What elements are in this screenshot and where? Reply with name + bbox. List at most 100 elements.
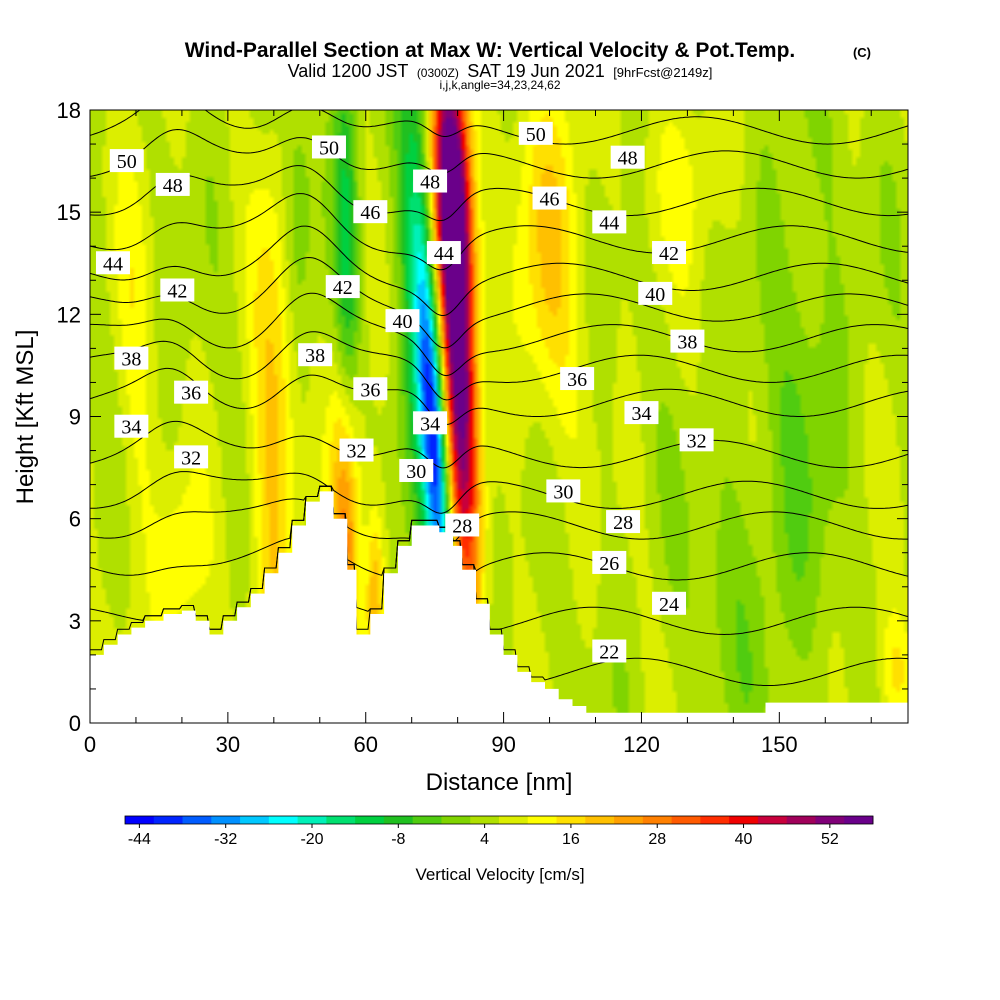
contour-label-text: 36	[360, 379, 380, 401]
contour-label-text: 38	[305, 345, 325, 367]
contour-label: 30	[546, 479, 581, 503]
contour-label-text: 44	[103, 253, 123, 275]
colorbar-swatch	[383, 816, 414, 824]
contour-label-text: 44	[599, 212, 619, 234]
contour-label-text: 48	[618, 148, 638, 170]
y-tick-label: 6	[69, 507, 81, 532]
colorbar-tick-label: 4	[480, 831, 489, 848]
contour-label-box	[532, 186, 567, 210]
contour-label-box	[610, 145, 645, 169]
y-axis-title: Height [Kft MSL]	[12, 330, 39, 505]
x-axis-title: Distance [nm]	[426, 769, 573, 796]
contour-label-box	[638, 281, 673, 305]
theta-contour-30	[90, 471, 908, 514]
contour-label: 28	[606, 510, 641, 534]
contour-label: 32	[339, 438, 374, 463]
contour-label-box	[413, 169, 448, 193]
colorbar-swatch	[297, 816, 327, 824]
contour-label-text: 28	[613, 512, 633, 534]
vertical-velocity-heatmap	[90, 110, 908, 723]
theta-contour-28	[90, 485, 908, 542]
colorbar-swatch	[153, 816, 183, 824]
colorbar-tick-label: -8	[391, 831, 405, 848]
y-tick-label: 9	[69, 405, 81, 430]
contour-label: 42	[652, 241, 687, 265]
theta-contour-38	[90, 292, 908, 377]
colorbar-tick-label: -44	[128, 831, 151, 848]
colorbar-tick-label: -32	[214, 831, 237, 848]
contour-label-text: 34	[631, 403, 651, 425]
theta-contour-26	[90, 485, 908, 581]
colorbar-swatch	[470, 816, 500, 824]
colorbar-tick-label: 28	[648, 831, 666, 848]
contour-label: 34	[624, 401, 659, 425]
contour-label-text: 38	[121, 349, 141, 371]
contour-label-text: 46	[540, 189, 560, 211]
contour-label-text: 40	[392, 311, 412, 333]
colorbar-swatch	[614, 816, 644, 824]
colorbar-swatch	[556, 816, 586, 824]
contour-label-box	[445, 513, 480, 537]
theta-contour-42	[90, 225, 908, 316]
contour-label-box	[311, 135, 346, 159]
contour-label-text: 46	[360, 202, 380, 224]
potential-temperature-contours	[90, 110, 908, 686]
colorbar-swatch	[786, 816, 816, 824]
colorbar-swatch	[499, 816, 529, 824]
forecast-info: [9hrFcst@2149z]	[613, 65, 712, 80]
contour-label: 26	[592, 550, 627, 575]
contour-label: 30	[399, 458, 434, 483]
contour-label-box	[353, 377, 388, 401]
contour-label: 44	[592, 210, 627, 234]
contour-label-box	[652, 591, 687, 615]
theta-contour-36	[90, 331, 908, 401]
contour-label: 34	[114, 414, 149, 439]
contour-label: 24	[652, 591, 687, 616]
contour-label: 36	[560, 367, 595, 391]
valid-date: SAT 19 Jun 2021	[467, 61, 604, 81]
contour-label-box	[413, 411, 448, 435]
contour-label: 46	[532, 186, 567, 211]
contour-label-text: 32	[347, 441, 367, 463]
x-tick-label: 30	[216, 732, 240, 757]
colorbar-swatch	[268, 816, 299, 824]
colorbar-swatch	[355, 816, 385, 824]
contour-label-text: 36	[567, 369, 587, 391]
colorbar-swatch	[211, 816, 241, 824]
contour-label-box	[114, 414, 149, 438]
contour-label-text: 32	[687, 430, 707, 452]
chart-title: Wind-Parallel Section at Max W: Vertical…	[185, 39, 796, 62]
contour-label: 44	[95, 251, 130, 275]
grid-indices: i,j,k,angle=34,23,24,62	[439, 78, 560, 92]
contour-label-text: 34	[121, 417, 141, 439]
colorbar-swatch	[642, 816, 673, 824]
contour-label: 48	[155, 172, 190, 197]
copyright-mark: (C)	[853, 45, 871, 60]
colorbar-frame	[124, 815, 874, 825]
colorbar-swatch	[844, 816, 874, 824]
contour-label: 48	[610, 145, 645, 170]
theta-contour-40	[90, 256, 908, 349]
terrain	[90, 491, 908, 723]
colorbar-tick-label: 52	[821, 831, 839, 848]
contour-label-box	[592, 639, 627, 663]
valid-time-line: Valid 1200 JST (0300Z) SAT 19 Jun 2021 […	[288, 61, 713, 81]
contour-label: 42	[325, 275, 360, 299]
y-tick-label: 15	[57, 200, 81, 225]
contour-label-box	[546, 479, 581, 503]
contour-label-text: 50	[117, 151, 137, 173]
contour-label: 50	[109, 149, 144, 173]
contour-label: 46	[353, 200, 388, 224]
x-tick-label: 90	[491, 732, 515, 757]
contour-label-box	[652, 241, 687, 265]
contour-label-text: 28	[452, 515, 472, 537]
theta-contour-24	[90, 485, 908, 636]
contour-label-text: 40	[645, 284, 665, 306]
contour-label: 44	[426, 241, 461, 265]
contour-label-text: 36	[181, 383, 201, 405]
contour-label-box	[518, 121, 553, 145]
theta-contour-34	[90, 367, 908, 426]
plot-area: 50 48 44 42 38 36 34 32 50 46 42 38 36 32 40 30 48 44 34 28…	[90, 110, 908, 723]
contour-label-text: 44	[434, 243, 454, 265]
